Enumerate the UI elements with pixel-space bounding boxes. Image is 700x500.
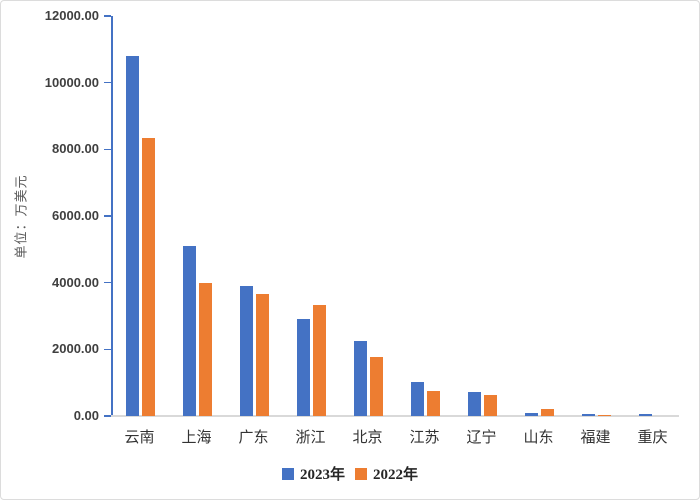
legend-swatch-2022年 bbox=[355, 467, 367, 480]
x-axis-label-辽宁: 辽宁 bbox=[466, 430, 497, 446]
x-axis-label-北京: 北京 bbox=[352, 430, 383, 446]
x-axis-label-广东: 广东 bbox=[238, 430, 269, 446]
y-tick-mark-1 bbox=[104, 348, 111, 351]
bar-2023年-上海 bbox=[183, 246, 196, 416]
bar-2023年-福建 bbox=[582, 413, 595, 416]
bar-2022年-上海 bbox=[199, 282, 212, 416]
y-axis-line bbox=[111, 16, 113, 416]
y-tick-mark-0 bbox=[104, 415, 111, 417]
bar-2023年-北京 bbox=[354, 341, 367, 416]
bar-2022年-福建 bbox=[598, 414, 611, 416]
x-axis-label-云南: 云南 bbox=[124, 430, 155, 446]
bar-2023年-浙江 bbox=[297, 319, 310, 416]
bar-2022年-江苏 bbox=[427, 390, 440, 416]
x-axis-label-山东: 山东 bbox=[523, 430, 554, 446]
x-axis-baseline bbox=[107, 415, 679, 417]
bar-2023年-广东 bbox=[240, 286, 253, 416]
bar-2023年-江苏 bbox=[411, 382, 424, 416]
x-axis-label-福建: 福建 bbox=[580, 430, 611, 446]
y-tick-label-5: 10000.00 bbox=[44, 74, 99, 90]
y-tick-mark-6 bbox=[104, 15, 111, 17]
bar-2022年-辽宁 bbox=[484, 395, 497, 416]
bar-2022年-山东 bbox=[541, 408, 554, 416]
y-tick-label-6: 12000.00 bbox=[44, 8, 99, 23]
bar-2022年-浙江 bbox=[313, 304, 326, 416]
bar-2023年-重庆 bbox=[639, 414, 652, 416]
x-axis-label-江苏: 江苏 bbox=[409, 430, 440, 446]
bar-2023年-云南 bbox=[126, 56, 139, 416]
y-tick-label-0: 0.00 bbox=[73, 408, 99, 423]
x-axis-label-重庆: 重庆 bbox=[637, 430, 668, 446]
y-tick-label-2: 4000.00 bbox=[52, 274, 99, 290]
legend-item-2023年: 2023年 bbox=[281, 463, 345, 484]
x-axis-label-上海: 上海 bbox=[181, 430, 212, 446]
y-tick-mark-5 bbox=[104, 81, 111, 84]
legend-label-2023年: 2023年 bbox=[299, 467, 345, 483]
bar-2023年-山东 bbox=[525, 412, 538, 416]
bar-2022年-广东 bbox=[256, 293, 269, 416]
y-tick-label-1: 2000.00 bbox=[52, 341, 99, 357]
y-tick-label-3: 6000.00 bbox=[52, 208, 99, 223]
bar-2023年-辽宁 bbox=[468, 392, 481, 416]
y-tick-mark-2 bbox=[104, 281, 111, 284]
y-tick-label-4: 8000.00 bbox=[52, 141, 99, 157]
legend-label-2022年: 2022年 bbox=[373, 467, 419, 483]
bar-2022年-云南 bbox=[142, 137, 155, 416]
x-axis-label-浙江: 浙江 bbox=[295, 430, 326, 446]
legend: 2023年 2022年 bbox=[1, 463, 699, 484]
legend-swatch-2023年 bbox=[281, 467, 294, 480]
y-tick-mark-4 bbox=[104, 148, 111, 151]
y-tick-mark-3 bbox=[104, 215, 111, 217]
legend-item-2022年: 2022年 bbox=[355, 463, 418, 484]
bar-2022年-北京 bbox=[370, 357, 383, 416]
